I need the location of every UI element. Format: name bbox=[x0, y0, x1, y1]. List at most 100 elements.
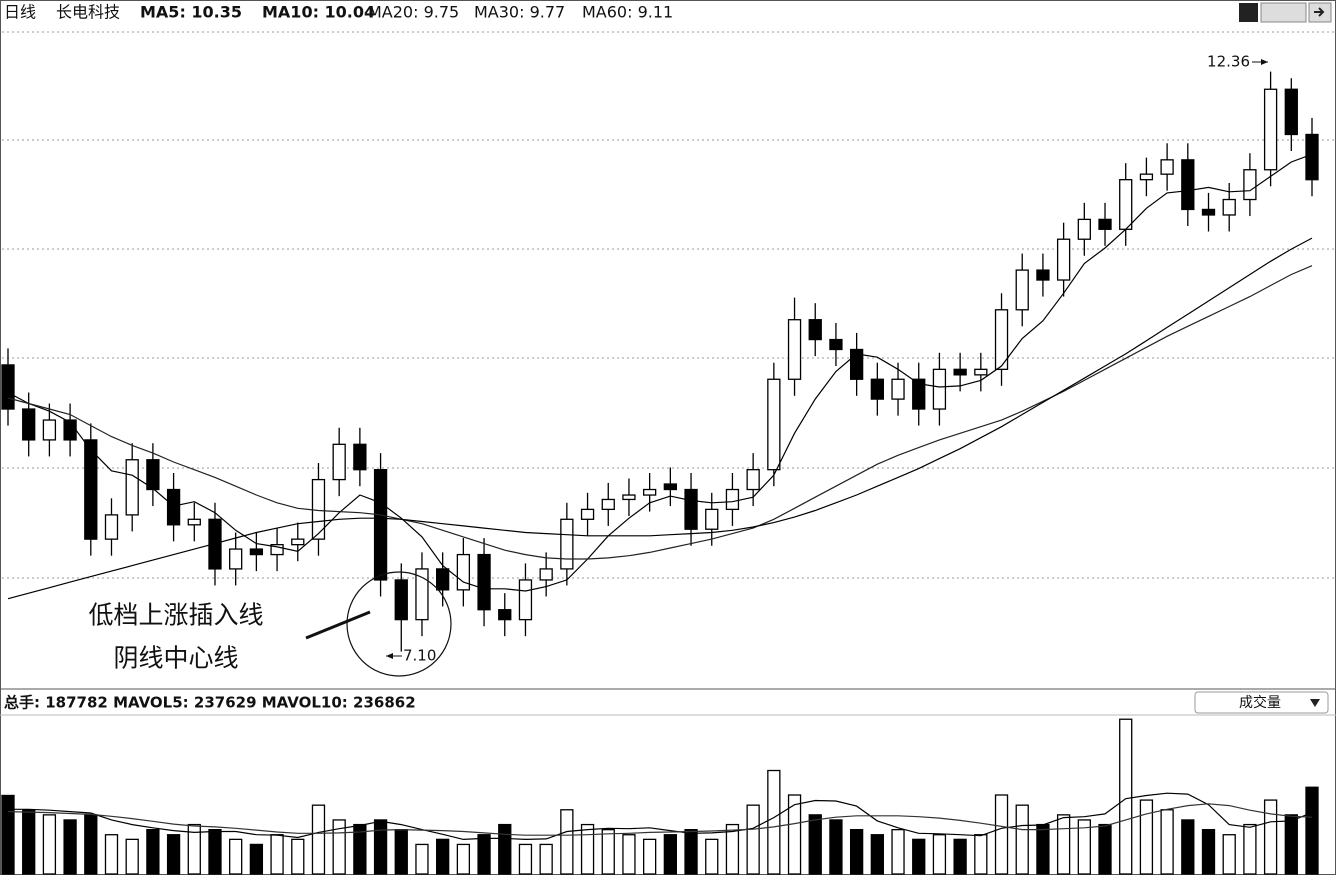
candle-body bbox=[1015, 269, 1029, 311]
candle-body bbox=[332, 443, 346, 481]
stock-name: 长电科技 bbox=[56, 3, 120, 22]
moving-average bbox=[8, 792, 1313, 841]
volume-bar bbox=[1284, 814, 1298, 875]
volume-bar bbox=[1, 794, 15, 875]
volume-bar bbox=[518, 843, 533, 875]
candle-body bbox=[1243, 169, 1257, 201]
moving-average bbox=[7, 803, 1313, 836]
volume-bar bbox=[291, 838, 305, 875]
candle-body bbox=[394, 579, 408, 621]
candle-body bbox=[436, 568, 450, 591]
moving-average bbox=[7, 153, 1313, 592]
ma-label: MA5: 10.35 bbox=[140, 3, 242, 22]
candle-body bbox=[808, 319, 822, 341]
volume-bar bbox=[746, 804, 760, 875]
volume-bar bbox=[311, 804, 326, 875]
candle-body bbox=[622, 494, 636, 501]
volume-bar bbox=[663, 834, 677, 875]
volume-bar bbox=[1222, 834, 1236, 875]
volume-bar bbox=[560, 809, 574, 875]
volume-bar bbox=[166, 834, 181, 875]
high-label: 12.36 bbox=[1207, 53, 1250, 71]
volume-bar bbox=[891, 828, 905, 875]
candle-body bbox=[166, 488, 181, 526]
volume-bar bbox=[912, 838, 926, 875]
volume-bar bbox=[601, 828, 615, 875]
volume-header: 总手: 187782 MAVOL5: 237629 MAVOL10: 23686… bbox=[4, 694, 416, 712]
candle-body bbox=[415, 568, 429, 621]
volume-bar bbox=[498, 823, 512, 875]
volume-bar bbox=[104, 834, 119, 875]
candle-body bbox=[1119, 179, 1133, 230]
ma-label: MA20: 9.75 bbox=[368, 3, 459, 22]
toolbar[interactable] bbox=[1239, 2, 1332, 23]
volume-bar bbox=[1036, 823, 1050, 875]
candle-body bbox=[1, 364, 15, 410]
note: 低档上涨插入线 bbox=[88, 601, 263, 630]
candle-body bbox=[746, 469, 760, 491]
select-label[interactable]: 成交量 bbox=[1239, 694, 1281, 711]
candle-body bbox=[725, 488, 740, 511]
candle-body bbox=[539, 568, 553, 581]
note: 阴线中心线 bbox=[113, 644, 238, 673]
candle-body bbox=[456, 553, 471, 591]
volume-bar bbox=[539, 843, 553, 875]
volume-bar bbox=[994, 794, 1009, 875]
candle-body bbox=[22, 408, 36, 441]
volume-bar bbox=[1305, 786, 1319, 875]
volume-bar bbox=[394, 828, 408, 875]
candle-body bbox=[560, 518, 574, 570]
volume-bar bbox=[415, 843, 429, 875]
period-label: 日线 bbox=[4, 3, 36, 22]
volume-bar bbox=[1160, 809, 1174, 875]
volume-bar bbox=[870, 834, 884, 875]
candle-body bbox=[580, 508, 595, 520]
candle-body bbox=[1036, 269, 1050, 281]
volume-bar bbox=[974, 834, 988, 875]
candle-body bbox=[1305, 133, 1319, 181]
button[interactable] bbox=[1239, 3, 1258, 22]
candle-body bbox=[705, 508, 719, 530]
low-label: 7.10 bbox=[403, 647, 436, 665]
candle-body bbox=[912, 378, 926, 410]
candle-body bbox=[1056, 238, 1071, 281]
volume-bar bbox=[42, 814, 57, 875]
volume-bar bbox=[1201, 828, 1216, 875]
candle-body bbox=[1222, 198, 1236, 216]
volume-bar bbox=[643, 838, 657, 875]
volume-bar bbox=[249, 843, 264, 875]
volume-bar bbox=[829, 819, 843, 875]
candle-body bbox=[229, 548, 243, 570]
candle-body bbox=[1139, 173, 1154, 181]
volume-bar bbox=[725, 823, 740, 875]
candle-body bbox=[125, 459, 139, 516]
volume-bar bbox=[705, 838, 719, 875]
volume-bar bbox=[229, 838, 243, 875]
volume-bar bbox=[1056, 814, 1071, 875]
candle-body bbox=[1077, 218, 1091, 240]
volume-bar bbox=[1263, 799, 1278, 875]
candle-body bbox=[767, 378, 781, 471]
volume-bar bbox=[22, 809, 36, 875]
indicator-select[interactable]: 成交量 bbox=[1194, 691, 1329, 714]
volume-bar bbox=[580, 823, 595, 875]
candle-body bbox=[601, 498, 615, 511]
ma-label: MA30: 9.77 bbox=[474, 3, 565, 22]
candle-body bbox=[146, 459, 160, 491]
volume-bar bbox=[373, 819, 388, 875]
volume-bar bbox=[849, 828, 864, 875]
candle-body bbox=[373, 469, 388, 581]
candle-body bbox=[663, 483, 677, 491]
candle-body bbox=[870, 378, 884, 400]
candle-body bbox=[684, 488, 698, 530]
button[interactable] bbox=[1260, 2, 1307, 23]
volume-bar bbox=[146, 828, 160, 875]
candle-body bbox=[787, 319, 802, 380]
candle-body bbox=[249, 548, 264, 556]
volume-bar bbox=[270, 834, 284, 875]
volume-bar bbox=[1139, 799, 1154, 875]
volume-bar bbox=[125, 838, 139, 875]
candle-body bbox=[187, 518, 201, 526]
